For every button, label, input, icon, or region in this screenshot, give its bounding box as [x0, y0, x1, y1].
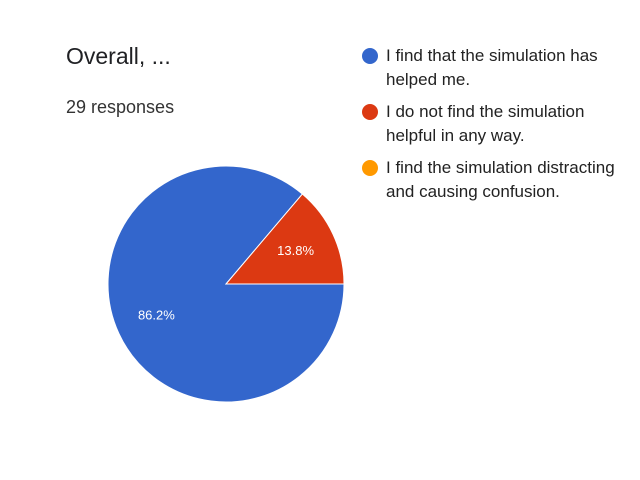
legend: I find that the simulation has helped me… [362, 44, 632, 212]
pie-slice [224, 193, 345, 285]
legend-label: I do not find the simulation helpful in … [386, 102, 585, 145]
legend-swatch [362, 48, 378, 64]
legend-item: I find that the simulation has helped me… [362, 44, 632, 92]
slice-label: 13.8% [277, 243, 314, 258]
legend-item: I do not find the simulation helpful in … [362, 100, 632, 148]
legend-item: I find the simulation distracting and ca… [362, 156, 632, 204]
chart-title: Overall, ... [66, 43, 171, 69]
legend-swatch [362, 160, 378, 176]
legend-swatch [362, 104, 378, 120]
legend-label: I find that the simulation has helped me… [386, 46, 598, 89]
legend-label: I find the simulation distracting and ca… [386, 158, 615, 201]
chart-subtitle: 29 responses [66, 97, 174, 117]
slice-label: 86.2% [138, 308, 175, 323]
